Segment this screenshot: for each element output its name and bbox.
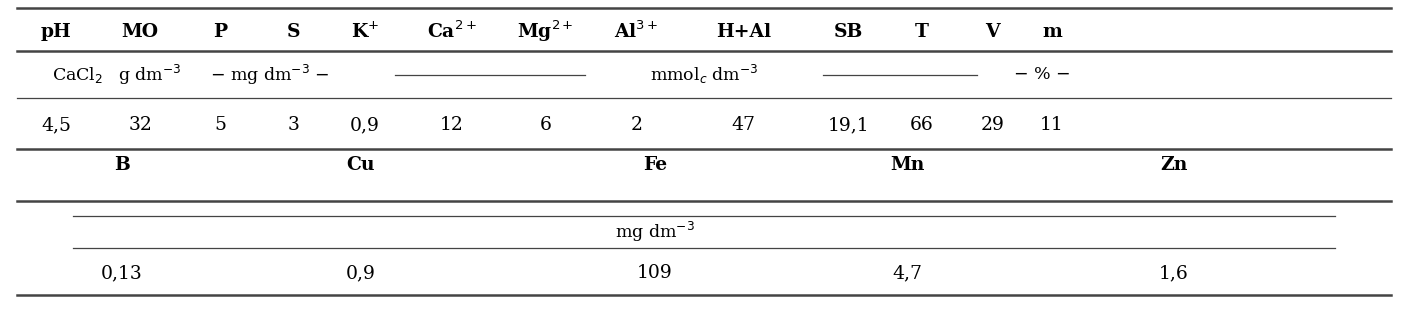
Text: S: S xyxy=(286,23,300,41)
Text: SB: SB xyxy=(834,23,863,41)
Text: 12: 12 xyxy=(439,116,463,134)
Text: 4,5: 4,5 xyxy=(41,116,70,134)
Text: 4,7: 4,7 xyxy=(893,264,922,282)
Text: B: B xyxy=(114,156,130,174)
Text: MO: MO xyxy=(121,23,159,41)
Text: 6: 6 xyxy=(539,116,552,134)
Text: $-$ % $-$: $-$ % $-$ xyxy=(1012,67,1070,83)
Text: mmol$_c$ dm$^{-3}$: mmol$_c$ dm$^{-3}$ xyxy=(649,63,759,87)
Text: 32: 32 xyxy=(128,116,152,134)
Text: Mg$^{2+}$: Mg$^{2+}$ xyxy=(517,19,574,44)
Text: 3: 3 xyxy=(287,116,298,134)
Text: Cu: Cu xyxy=(346,156,375,174)
Text: 0,13: 0,13 xyxy=(101,264,142,282)
Text: 11: 11 xyxy=(1041,116,1063,134)
Text: T: T xyxy=(914,23,928,41)
Text: Ca$^{2+}$: Ca$^{2+}$ xyxy=(427,21,476,42)
Text: mg dm$^{-3}$: mg dm$^{-3}$ xyxy=(615,220,694,244)
Text: 109: 109 xyxy=(636,264,673,282)
Text: Al$^{3+}$: Al$^{3+}$ xyxy=(614,21,659,42)
Text: CaCl$_2$: CaCl$_2$ xyxy=(52,65,103,85)
Text: K$^{+}$: K$^{+}$ xyxy=(351,22,379,42)
Text: P: P xyxy=(213,23,227,41)
Text: 47: 47 xyxy=(731,116,755,134)
Text: 19,1: 19,1 xyxy=(828,116,869,134)
Text: 5: 5 xyxy=(214,116,227,134)
Text: H+Al: H+Al xyxy=(715,23,770,41)
Text: 29: 29 xyxy=(981,116,1005,134)
Text: m: m xyxy=(1042,23,1062,41)
Text: 2: 2 xyxy=(631,116,642,134)
Text: Zn: Zn xyxy=(1160,156,1187,174)
Text: $-$ mg dm$^{-3}$ $-$: $-$ mg dm$^{-3}$ $-$ xyxy=(210,63,329,87)
Text: 0,9: 0,9 xyxy=(349,116,380,134)
Text: g dm$^{-3}$: g dm$^{-3}$ xyxy=(118,63,182,87)
Text: V: V xyxy=(986,23,1000,41)
Text: pH: pH xyxy=(41,23,72,41)
Text: 1,6: 1,6 xyxy=(1159,264,1188,282)
Text: 66: 66 xyxy=(910,116,934,134)
Text: 0,9: 0,9 xyxy=(345,264,376,282)
Text: Mn: Mn xyxy=(890,156,925,174)
Text: Fe: Fe xyxy=(643,156,667,174)
